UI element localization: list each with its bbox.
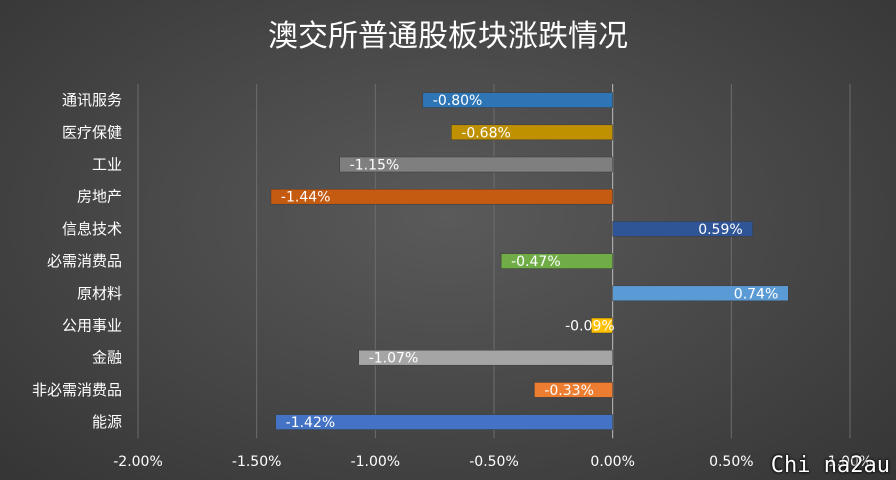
data-label: -1.42% bbox=[286, 415, 336, 431]
x-tick-label: 1.00% bbox=[828, 454, 872, 470]
bar bbox=[275, 414, 613, 430]
data-label: -0.33% bbox=[544, 383, 594, 399]
category-label: 医疗保健 bbox=[62, 123, 122, 141]
category-label: 必需消费品 bbox=[47, 252, 122, 270]
bar bbox=[358, 349, 613, 366]
category-label: 非必需消费品 bbox=[32, 381, 122, 399]
bar bbox=[612, 221, 753, 237]
category-label: 原材料 bbox=[77, 284, 122, 302]
category-label: 公用事业 bbox=[62, 317, 122, 335]
x-tick-label: 0.50% bbox=[709, 454, 753, 470]
category-label: 房地产 bbox=[77, 188, 122, 206]
bar bbox=[451, 124, 613, 141]
bar bbox=[612, 285, 789, 302]
bar bbox=[534, 382, 613, 398]
bar bbox=[422, 92, 613, 108]
data-label: -0.68% bbox=[461, 125, 511, 141]
x-tick-label: -2.00% bbox=[113, 454, 163, 470]
x-tick-label: -0.50% bbox=[469, 454, 519, 470]
data-label: -0.80% bbox=[433, 93, 483, 109]
x-tick-label: -1.00% bbox=[351, 454, 401, 470]
watermark: Chi na2au bbox=[770, 453, 890, 478]
data-label: 0.59% bbox=[698, 222, 742, 238]
x-tick-label: 0.00% bbox=[590, 454, 634, 470]
x-axis-tick-labels: -2.00% -1.50% -1.00% -0.50% 0.00% 0.50% 1.00% bbox=[113, 454, 872, 470]
data-label: -0.09% bbox=[565, 319, 615, 335]
bar bbox=[339, 156, 613, 173]
data-label: -0.47% bbox=[511, 254, 561, 270]
bar bbox=[591, 317, 613, 334]
data-label: -1.15% bbox=[350, 158, 400, 174]
x-tick-label: -1.50% bbox=[232, 454, 282, 470]
data-label: -1.07% bbox=[369, 351, 419, 367]
data-label: 0.74% bbox=[734, 286, 778, 302]
category-label: 能源 bbox=[92, 413, 122, 431]
bar bbox=[500, 253, 613, 269]
data-labels: -0.80% -0.68% -1.15% -1.44% 0.59% -0.47% 0.74%… bbox=[281, 93, 778, 431]
category-label: 金融 bbox=[92, 349, 122, 367]
data-label: -1.44% bbox=[281, 190, 331, 206]
category-label: 信息技术 bbox=[62, 220, 122, 238]
bar bbox=[270, 188, 613, 205]
chart-title: 澳交所普通股板块涨跌情况 bbox=[268, 19, 628, 54]
bars bbox=[270, 92, 789, 430]
category-label: 工业 bbox=[92, 156, 122, 174]
category-label: 通讯服务 bbox=[62, 91, 122, 109]
